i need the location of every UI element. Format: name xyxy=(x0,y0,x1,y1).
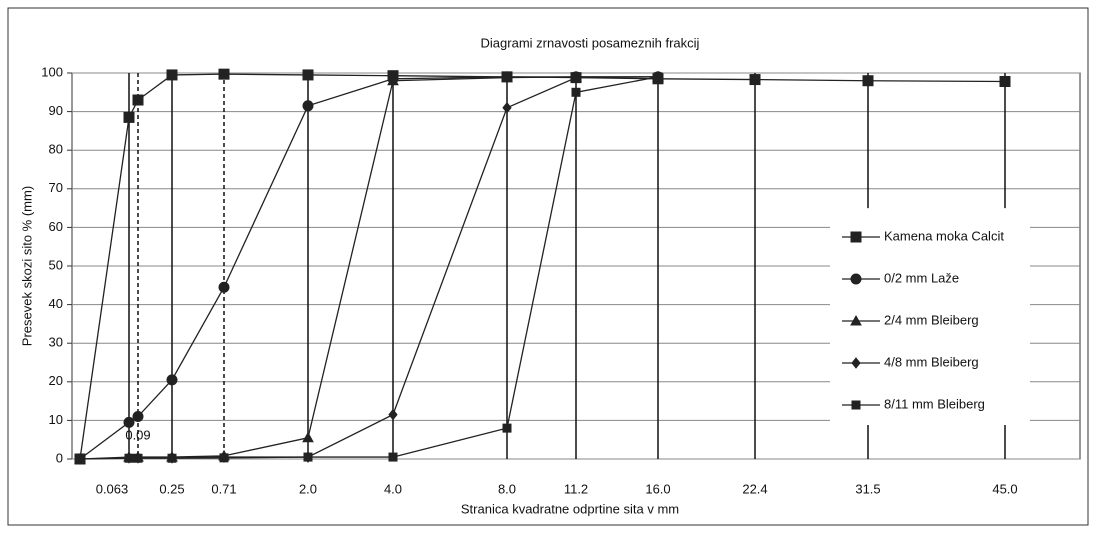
data-point xyxy=(132,94,144,106)
data-point xyxy=(123,416,135,428)
data-point xyxy=(166,374,178,386)
data-point xyxy=(218,68,230,80)
legend-marker xyxy=(851,357,861,369)
data-point xyxy=(167,453,177,463)
x-tick-label: 16.0 xyxy=(645,481,670,496)
data-point xyxy=(75,454,85,464)
x-tick-label: 0.063 xyxy=(96,481,129,496)
data-point xyxy=(388,408,398,421)
y-tick-label: 10 xyxy=(49,412,63,427)
data-point xyxy=(999,75,1011,87)
data-point xyxy=(653,72,663,82)
x-tick-label: 31.5 xyxy=(855,481,880,496)
data-point xyxy=(219,453,229,463)
data-point xyxy=(302,431,314,443)
data-point xyxy=(218,281,230,293)
x-tick-label: 0.09 xyxy=(125,427,150,442)
x-axis-label: Stranica kvadratne odprtine sita v mm xyxy=(461,501,679,516)
data-point xyxy=(166,69,178,81)
data-point xyxy=(302,69,314,81)
legend-box xyxy=(830,215,1030,425)
legend-label: 0/2 mm Laže xyxy=(884,270,959,285)
legend-marker xyxy=(851,400,861,410)
data-point xyxy=(502,101,512,114)
x-tick-label: 4.0 xyxy=(384,481,402,496)
y-tick-label: 60 xyxy=(49,219,63,234)
data-point xyxy=(388,452,398,462)
data-point xyxy=(571,71,581,84)
data-point xyxy=(501,71,513,83)
legend-label: 8/11 mm Bleiberg xyxy=(884,396,985,411)
data-point xyxy=(749,74,761,86)
legend-marker xyxy=(850,231,862,243)
x-tick-label: 0.71 xyxy=(211,481,236,496)
y-tick-label: 100 xyxy=(41,64,63,79)
y-tick-label: 20 xyxy=(49,373,63,388)
chart-title: Diagrami zrnavosti posameznih frakcij xyxy=(481,35,700,50)
data-point xyxy=(132,411,144,423)
x-tick-label: 8.0 xyxy=(498,481,516,496)
data-point xyxy=(133,453,143,463)
y-tick-label: 80 xyxy=(49,142,63,157)
legend-marker xyxy=(850,314,862,326)
y-tick-label: 30 xyxy=(49,335,63,350)
data-point xyxy=(862,75,874,87)
x-tick-label: 2.0 xyxy=(299,481,317,496)
x-tick-label: 22.4 xyxy=(742,481,767,496)
data-point xyxy=(302,100,314,112)
data-point xyxy=(571,87,581,97)
legend-label: 4/8 mm Bleiberg xyxy=(884,354,979,369)
data-point xyxy=(303,452,313,462)
x-tick-label: 0.25 xyxy=(159,481,184,496)
data-point xyxy=(387,74,399,86)
y-axis-label: Presevek skozi sito % (mm) xyxy=(19,186,34,346)
y-tick-label: 90 xyxy=(49,103,63,118)
x-tick-label: 11.2 xyxy=(564,481,588,496)
legend-label: Kamena moka Calcit xyxy=(884,228,1004,243)
data-point xyxy=(123,111,135,123)
data-point xyxy=(124,453,134,463)
y-tick-label: 40 xyxy=(49,296,63,311)
y-tick-label: 50 xyxy=(49,257,63,272)
y-tick-label: 70 xyxy=(49,180,63,195)
legend-label: 2/4 mm Bleiberg xyxy=(884,312,979,327)
data-point xyxy=(502,423,512,433)
legend-marker xyxy=(850,273,862,285)
x-tick-label: 45.0 xyxy=(992,481,1017,496)
y-tick-label: 0 xyxy=(56,450,63,465)
